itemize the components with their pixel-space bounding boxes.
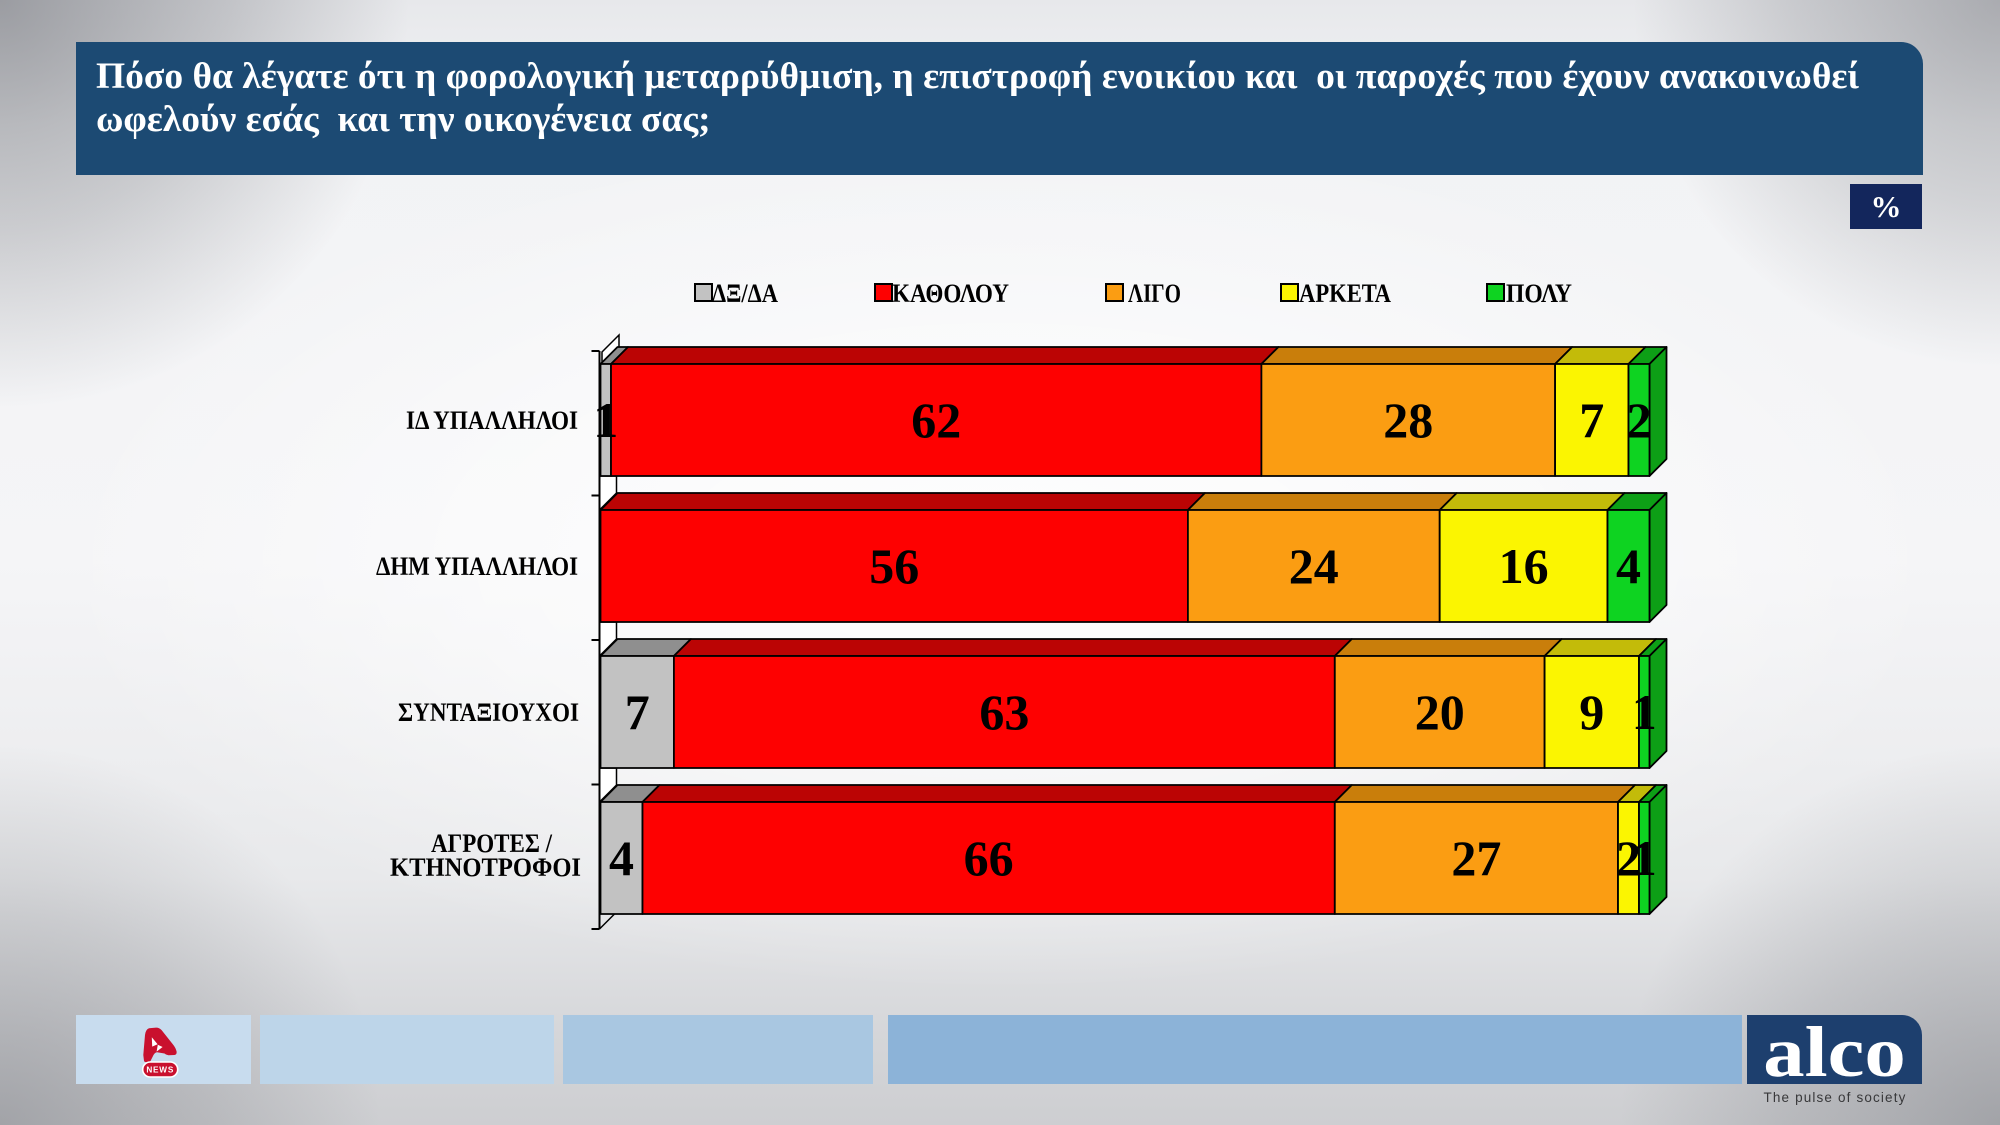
- svg-text:62: 62: [911, 392, 961, 448]
- svg-text:ΙΔ ΥΠΑΛΛΗΛΟΙ: ΙΔ ΥΠΑΛΛΗΛΟΙ: [406, 406, 578, 435]
- svg-text:1: 1: [1632, 830, 1657, 886]
- svg-text:1: 1: [593, 392, 618, 448]
- svg-text:4: 4: [1616, 538, 1641, 594]
- svg-text:ΚΑΘΟΛΟΥ: ΚΑΘΟΛΟΥ: [892, 279, 1009, 308]
- svg-text:2: 2: [1616, 830, 1641, 886]
- svg-text:7: 7: [625, 684, 650, 740]
- svg-text:2: 2: [1627, 392, 1652, 448]
- svg-text:24: 24: [1289, 538, 1339, 594]
- svg-text:ΑΓΡΟΤΕΣ /: ΑΓΡΟΤΕΣ /: [431, 829, 553, 858]
- svg-text:ΔΗΜ ΥΠΑΛΛΗΛΟΙ: ΔΗΜ ΥΠΑΛΛΗΛΟΙ: [376, 552, 578, 581]
- svg-text:56: 56: [869, 538, 919, 594]
- svg-text:66: 66: [964, 830, 1014, 886]
- svg-text:ΛΙΓΟ: ΛΙΓΟ: [1128, 279, 1181, 308]
- svg-text:16: 16: [1499, 538, 1549, 594]
- svg-text:NEWS: NEWS: [146, 1066, 174, 1075]
- svg-text:27: 27: [1451, 830, 1501, 886]
- svg-text:1: 1: [1632, 684, 1657, 740]
- svg-text:ΣΥΝΤΑΞΙΟΥΧΟΙ: ΣΥΝΤΑΞΙΟΥΧΟΙ: [398, 698, 579, 727]
- svg-text:7: 7: [1579, 392, 1604, 448]
- svg-text:28: 28: [1383, 392, 1433, 448]
- svg-text:ΔΞ/ΔΑ: ΔΞ/ΔΑ: [712, 279, 778, 308]
- svg-text:ΠΟΛΥ: ΠΟΛΥ: [1506, 279, 1572, 308]
- svg-text:ΚΤΗΝΟΤΡΟΦΟΙ: ΚΤΗΝΟΤΡΟΦΟΙ: [390, 853, 581, 882]
- svg-text:9: 9: [1579, 684, 1604, 740]
- svg-text:ΑΡΚΕΤΑ: ΑΡΚΕΤΑ: [1299, 279, 1391, 308]
- svg-text:63: 63: [979, 684, 1029, 740]
- svg-text:4: 4: [609, 830, 634, 886]
- svg-text:20: 20: [1415, 684, 1465, 740]
